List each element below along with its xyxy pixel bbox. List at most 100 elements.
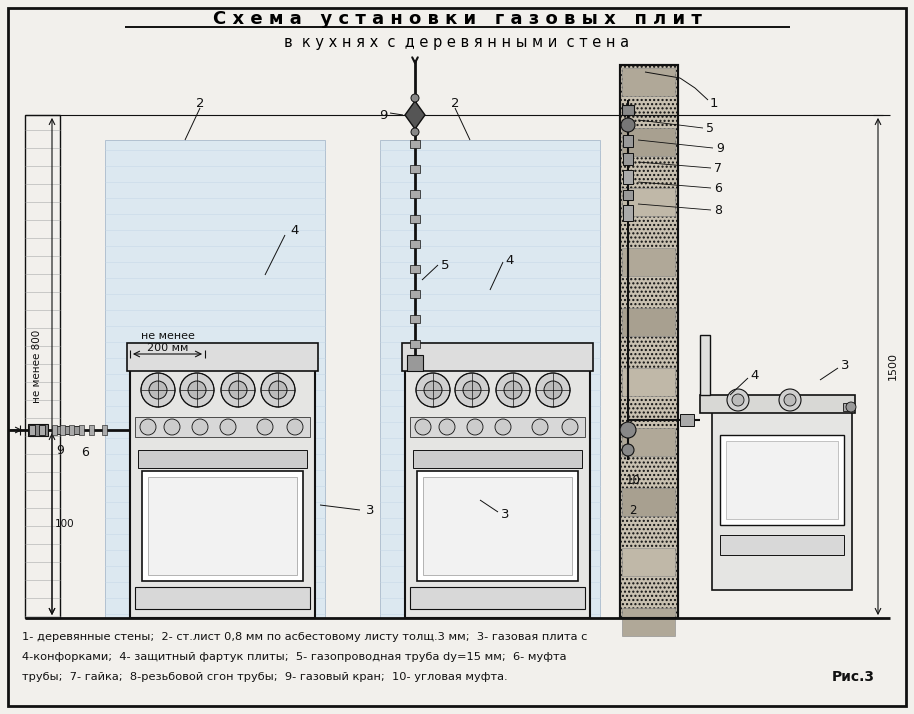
Bar — [79, 425, 84, 435]
Bar — [135, 587, 310, 609]
Bar — [622, 188, 675, 216]
Text: 9: 9 — [716, 141, 724, 154]
Circle shape — [411, 94, 419, 102]
Bar — [410, 215, 420, 223]
Bar — [405, 365, 590, 618]
Text: 2: 2 — [196, 96, 204, 109]
Text: 100: 100 — [55, 519, 75, 529]
Circle shape — [562, 419, 578, 435]
Circle shape — [620, 422, 636, 438]
Text: трубы;  7- гайка;  8-резьбовой сгон трубы;  9- газовый кран;  10- угловая муфта.: трубы; 7- гайка; 8-резьбовой сгон трубы;… — [22, 672, 507, 682]
Bar — [148, 477, 297, 575]
Bar — [622, 105, 634, 115]
Circle shape — [221, 373, 255, 407]
Bar — [622, 308, 675, 336]
Text: 4-конфорками;  4- защитный фартук плиты;  5- газопроводная труба dy=15 мм;  6- м: 4-конфорками; 4- защитный фартук плиты; … — [22, 652, 567, 662]
Text: 4: 4 — [505, 253, 515, 266]
Bar — [623, 170, 633, 184]
Bar — [410, 290, 420, 298]
Text: 7: 7 — [714, 161, 722, 174]
Bar — [700, 335, 710, 395]
Circle shape — [463, 381, 481, 399]
Bar — [89, 425, 94, 435]
Text: не менее 800: не менее 800 — [32, 329, 42, 403]
Circle shape — [544, 381, 562, 399]
Circle shape — [287, 419, 303, 435]
Circle shape — [220, 419, 236, 435]
Bar — [622, 128, 675, 156]
Bar — [69, 425, 74, 435]
Circle shape — [504, 381, 522, 399]
Circle shape — [164, 419, 180, 435]
Circle shape — [229, 381, 247, 399]
Circle shape — [622, 444, 634, 456]
Bar — [25, 115, 60, 618]
Bar — [622, 248, 675, 276]
Circle shape — [192, 419, 208, 435]
Text: 5: 5 — [706, 121, 714, 134]
Bar — [720, 435, 844, 525]
Bar — [410, 417, 585, 437]
Bar — [410, 240, 420, 248]
Circle shape — [496, 373, 530, 407]
Text: 6: 6 — [81, 446, 89, 458]
Circle shape — [269, 381, 287, 399]
Bar — [726, 441, 838, 519]
Text: 3: 3 — [366, 503, 374, 516]
Bar — [720, 535, 844, 555]
Bar — [127, 343, 318, 371]
Text: 6: 6 — [714, 181, 722, 194]
Text: в  к у х н я х  с  д е р е в я н н ы м и  с т е н а: в к у х н я х с д е р е в я н н ы м и с … — [284, 34, 630, 49]
Text: 8: 8 — [714, 203, 722, 216]
Bar — [423, 477, 572, 575]
Circle shape — [495, 419, 511, 435]
Circle shape — [416, 373, 450, 407]
Circle shape — [257, 419, 273, 435]
Circle shape — [415, 419, 431, 435]
Bar — [102, 425, 107, 435]
Bar — [623, 205, 633, 221]
Circle shape — [784, 394, 796, 406]
Circle shape — [411, 128, 419, 136]
Circle shape — [424, 381, 442, 399]
Bar — [28, 424, 48, 436]
Bar — [39, 425, 45, 435]
Bar — [413, 450, 582, 468]
Bar — [622, 608, 675, 636]
Bar — [417, 471, 578, 581]
Circle shape — [149, 381, 167, 399]
Text: 9: 9 — [378, 109, 388, 121]
Bar — [623, 135, 633, 147]
Text: 5: 5 — [441, 258, 450, 271]
Circle shape — [180, 373, 214, 407]
Bar — [843, 403, 851, 411]
Text: 9: 9 — [56, 443, 64, 456]
Circle shape — [727, 389, 749, 411]
Circle shape — [141, 373, 175, 407]
Text: 10: 10 — [625, 473, 641, 486]
Bar — [410, 265, 420, 273]
Bar — [407, 355, 423, 371]
Bar — [52, 425, 57, 435]
Bar — [700, 395, 855, 413]
Circle shape — [140, 419, 156, 435]
Text: 2: 2 — [451, 96, 459, 109]
Text: 200 мм: 200 мм — [147, 343, 188, 353]
Bar — [680, 414, 694, 426]
Bar — [622, 488, 675, 516]
Text: С х е м а   у с т а н о в к и   г а з о в ы х   п л и т: С х е м а у с т а н о в к и г а з о в ы … — [213, 10, 701, 28]
Text: 3: 3 — [501, 508, 509, 521]
Circle shape — [455, 373, 489, 407]
Bar — [622, 68, 675, 96]
Polygon shape — [405, 101, 425, 129]
Text: 2: 2 — [629, 503, 637, 516]
Bar — [712, 410, 852, 590]
Bar — [623, 190, 633, 200]
Circle shape — [467, 419, 483, 435]
Bar — [142, 471, 303, 581]
Text: 1- деревянные стены;  2- ст.лист 0,8 мм по асбестовому листу толщ.3 мм;  3- газо: 1- деревянные стены; 2- ст.лист 0,8 мм п… — [22, 632, 588, 642]
Text: не менее: не менее — [141, 331, 195, 341]
Circle shape — [621, 118, 635, 132]
Bar — [622, 548, 675, 576]
Bar — [52, 426, 82, 434]
